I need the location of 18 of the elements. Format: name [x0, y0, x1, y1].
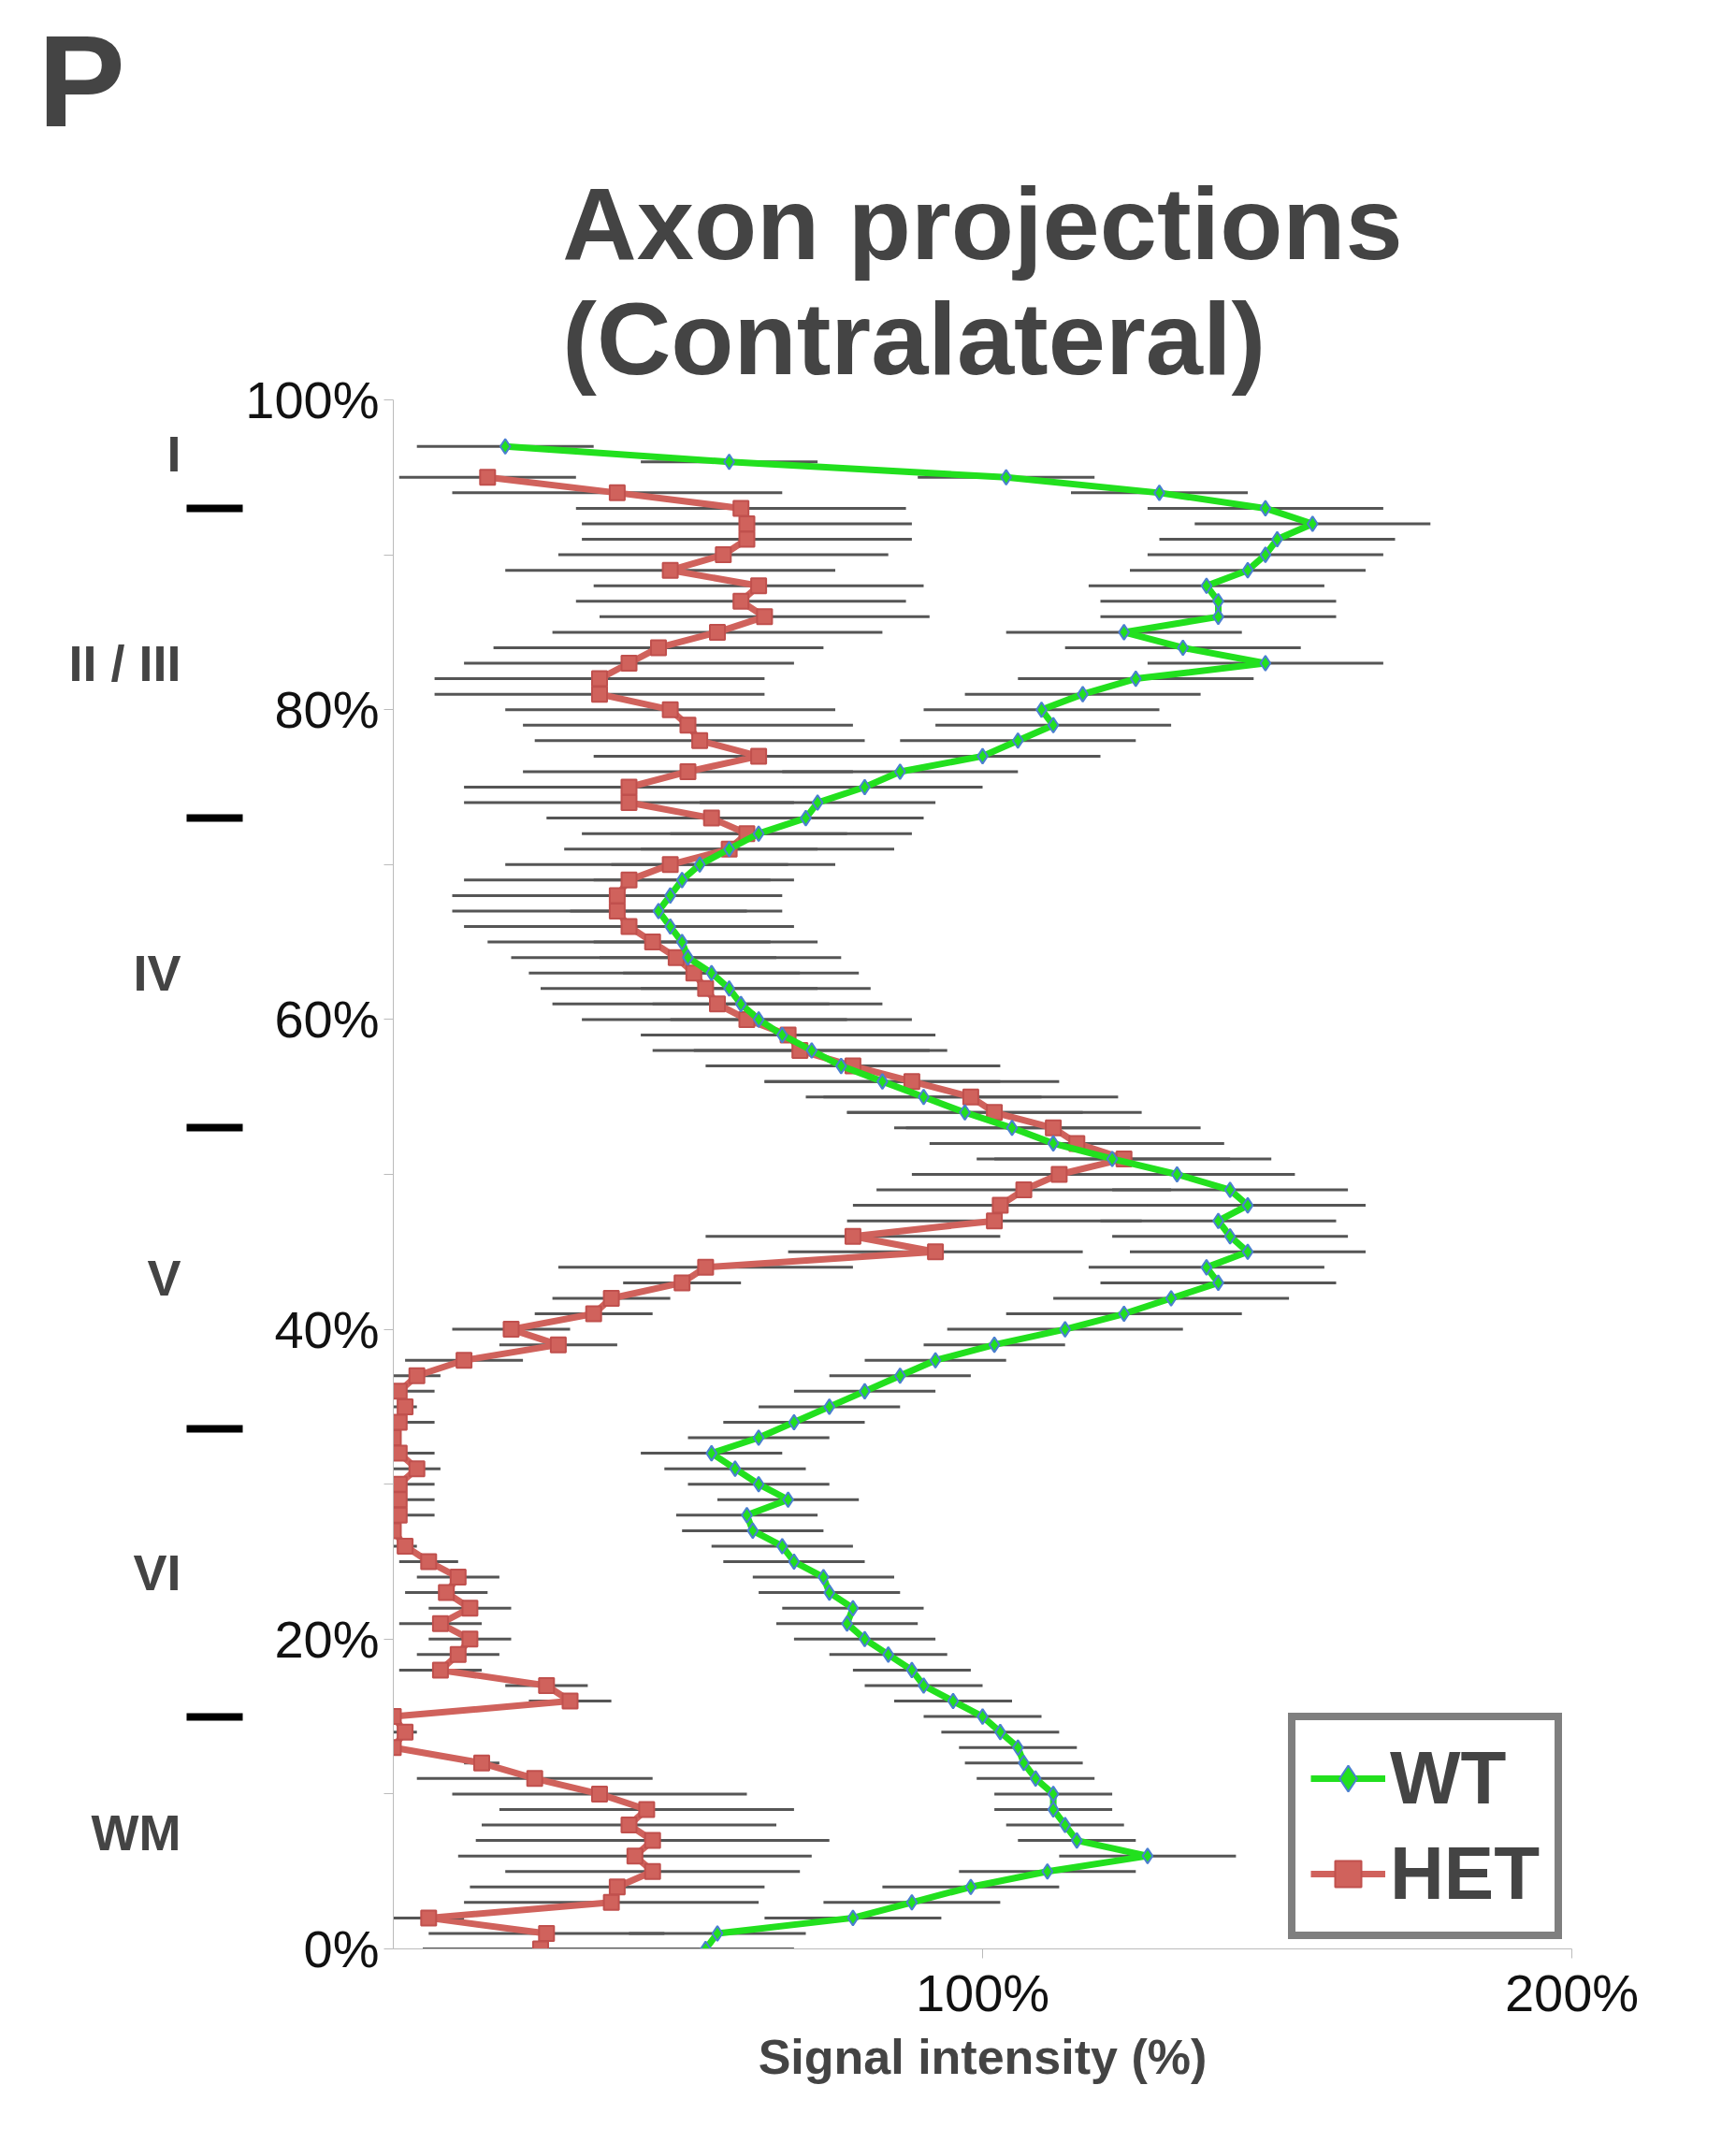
x-axis-title: Signal intensity (%) [758, 2029, 1208, 2084]
legend-label: WT [1390, 1735, 1507, 1821]
x-tick-label: 200% [1504, 1962, 1640, 2022]
y-tick-label: 40% [274, 1299, 380, 1359]
text: IV [133, 945, 181, 1002]
y-tick-label: 80% [274, 680, 380, 740]
y-tick-label: 0% [303, 1919, 380, 1978]
text: P [37, 7, 125, 154]
text: II / III [68, 635, 181, 692]
text: I [166, 426, 181, 483]
y-tick-label: 100% [245, 370, 380, 429]
text: WM [91, 1804, 181, 1861]
chart-title: Axon projections (Contralateral) [562, 165, 1403, 396]
legend-label: HET [1390, 1831, 1540, 1917]
y-tick-label: 60% [274, 990, 380, 1050]
y-tick-label: 20% [274, 1609, 380, 1669]
text: VI [133, 1544, 181, 1601]
text: V [147, 1250, 181, 1307]
